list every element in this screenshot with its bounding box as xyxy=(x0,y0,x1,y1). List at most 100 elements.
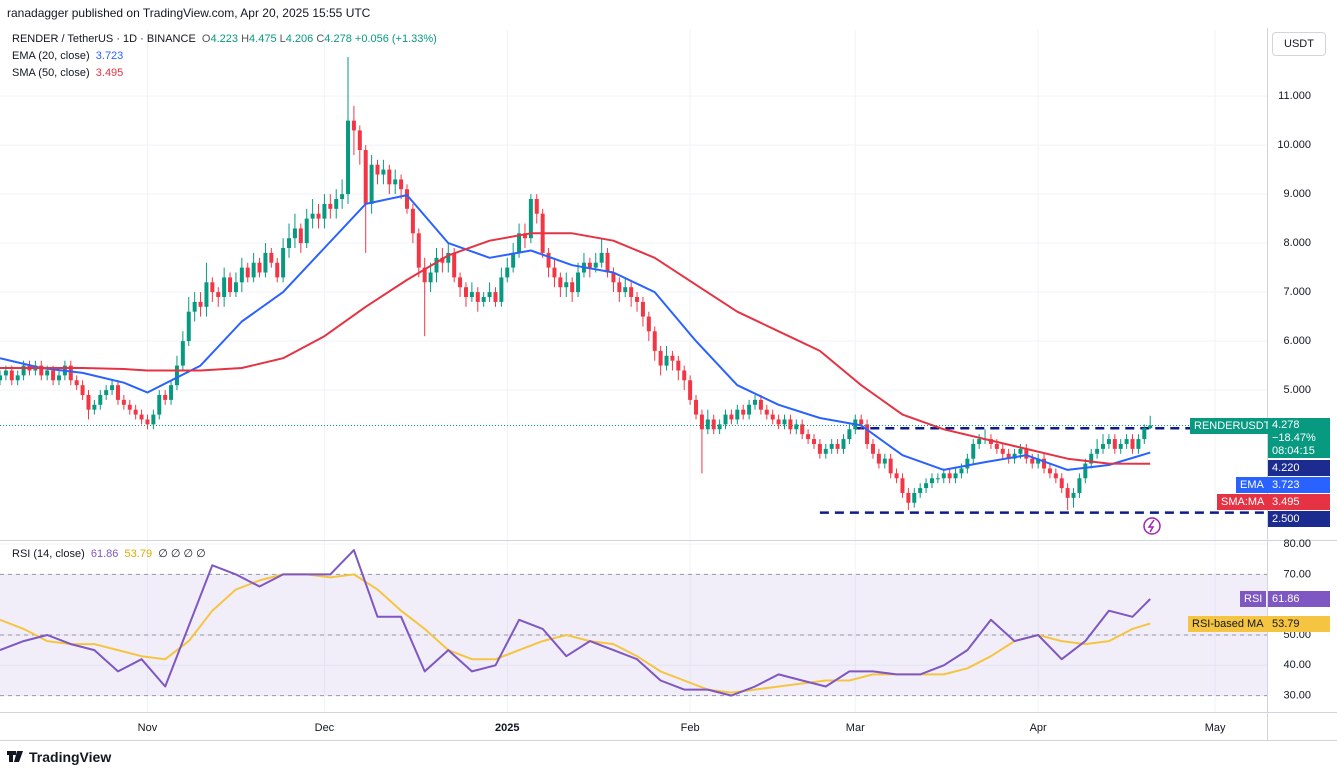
candle-body xyxy=(222,277,227,298)
sma-value: 3.495 xyxy=(1268,494,1330,510)
x-tick-label: 2025 xyxy=(495,722,519,734)
candle-body xyxy=(363,150,368,204)
legend-extra: ∅ ∅ ∅ ∅ xyxy=(158,548,206,560)
candle-body xyxy=(174,365,179,386)
candle-body xyxy=(994,443,999,449)
candle-body xyxy=(912,492,917,503)
candle-body xyxy=(1000,448,1005,454)
published-note: ranadagger published on TradingView.com,… xyxy=(7,6,371,20)
y-tick-label: 8.000 xyxy=(1283,237,1311,249)
candle-body xyxy=(98,394,103,405)
y-tick-label: 9.000 xyxy=(1283,188,1311,200)
level-tag: 4.220 xyxy=(1268,460,1330,476)
currency[interactable]: USDT xyxy=(1272,32,1326,56)
footer-brand: TradingView xyxy=(29,749,112,765)
candle-body xyxy=(682,370,687,381)
legend-symbol: RENDER / TetherUS · 1D · BINANCE O4.223 … xyxy=(12,32,437,46)
legend-name: SMA (50, close) xyxy=(12,67,90,79)
legend-value: 61.86 xyxy=(90,548,119,560)
candle-body xyxy=(145,419,150,425)
candle-body xyxy=(110,385,115,391)
candle-body xyxy=(776,419,781,425)
candle-body xyxy=(304,218,309,244)
indicator-line xyxy=(0,573,1151,694)
candle-body xyxy=(369,164,374,204)
candle-body xyxy=(1106,439,1111,444)
candle-body xyxy=(56,375,61,381)
candle-body xyxy=(906,492,911,503)
candle-body xyxy=(599,252,604,263)
candle-body xyxy=(1124,439,1129,444)
legend-ema: EMA (20, close) 3.723 xyxy=(12,49,123,63)
candle-body xyxy=(39,365,44,376)
y-tick-label: 11.000 xyxy=(1278,90,1311,102)
candle-body xyxy=(1077,478,1082,493)
rsi-value: 61.86 xyxy=(1268,591,1330,607)
candle-body xyxy=(688,380,693,400)
candle-body xyxy=(422,267,427,283)
candle-body xyxy=(841,439,846,449)
candle-body xyxy=(186,311,191,342)
candle-body xyxy=(133,409,138,415)
legend-sma: SMA (50, close) 3.495 xyxy=(12,66,123,80)
candle-body xyxy=(263,252,268,273)
candle-body xyxy=(357,130,362,151)
candle-body xyxy=(404,189,409,209)
candle-body xyxy=(228,277,233,293)
ohlc-key: O xyxy=(201,33,211,45)
ohlc-value: 4.206 xyxy=(285,33,314,45)
candle-body xyxy=(80,385,85,395)
candle-body xyxy=(428,272,433,283)
candle-body xyxy=(835,443,840,449)
candle-body xyxy=(169,385,174,400)
candle-body xyxy=(1142,428,1147,440)
candle-body xyxy=(670,355,675,361)
indicator-line xyxy=(0,194,1151,471)
candle-body xyxy=(1095,448,1100,454)
x-tick-label: Mar xyxy=(846,722,865,734)
candle-body xyxy=(694,399,699,415)
candle-body xyxy=(977,439,982,444)
candle-body xyxy=(245,267,250,278)
candle-body xyxy=(15,375,20,381)
candle-body xyxy=(346,120,351,195)
candle-body xyxy=(275,262,280,278)
candle-body xyxy=(487,292,492,298)
candle-body xyxy=(446,252,451,263)
legend-name: EMA (20, close) xyxy=(12,50,90,62)
candle-body xyxy=(1118,443,1123,449)
candle-body xyxy=(86,394,91,410)
candle-body xyxy=(393,179,398,185)
candle-body xyxy=(121,399,126,405)
candle-body xyxy=(870,443,875,454)
candle-body xyxy=(564,282,569,288)
candle-body xyxy=(328,203,333,209)
ohlc-key: H xyxy=(241,33,250,45)
y-tick-label: 80.00 xyxy=(1283,538,1311,550)
candle-body xyxy=(9,370,14,381)
candle-body xyxy=(381,169,386,175)
candle-body xyxy=(340,194,345,200)
candle-body xyxy=(517,233,522,253)
ohlc-key: L xyxy=(279,33,286,45)
candle-body xyxy=(941,473,946,479)
sma-tag: SMA:MA xyxy=(1217,494,1269,510)
candle-body xyxy=(269,252,274,263)
candle-body xyxy=(988,439,993,444)
candle-body xyxy=(888,458,893,474)
candle-body xyxy=(298,228,303,244)
candle-body xyxy=(410,208,415,234)
candle-body xyxy=(847,429,852,440)
legend-value: 3.495 xyxy=(95,67,124,79)
candle-body xyxy=(646,316,651,332)
candle-body xyxy=(151,414,156,425)
candle-body xyxy=(1042,458,1047,469)
candle-body xyxy=(882,458,887,464)
candle-body xyxy=(1047,468,1052,474)
y-tick-label: 30.00 xyxy=(1283,690,1311,702)
candle-body xyxy=(965,458,970,469)
candle-body xyxy=(104,390,109,395)
tv-logo xyxy=(7,751,23,762)
candle-body xyxy=(894,473,899,479)
